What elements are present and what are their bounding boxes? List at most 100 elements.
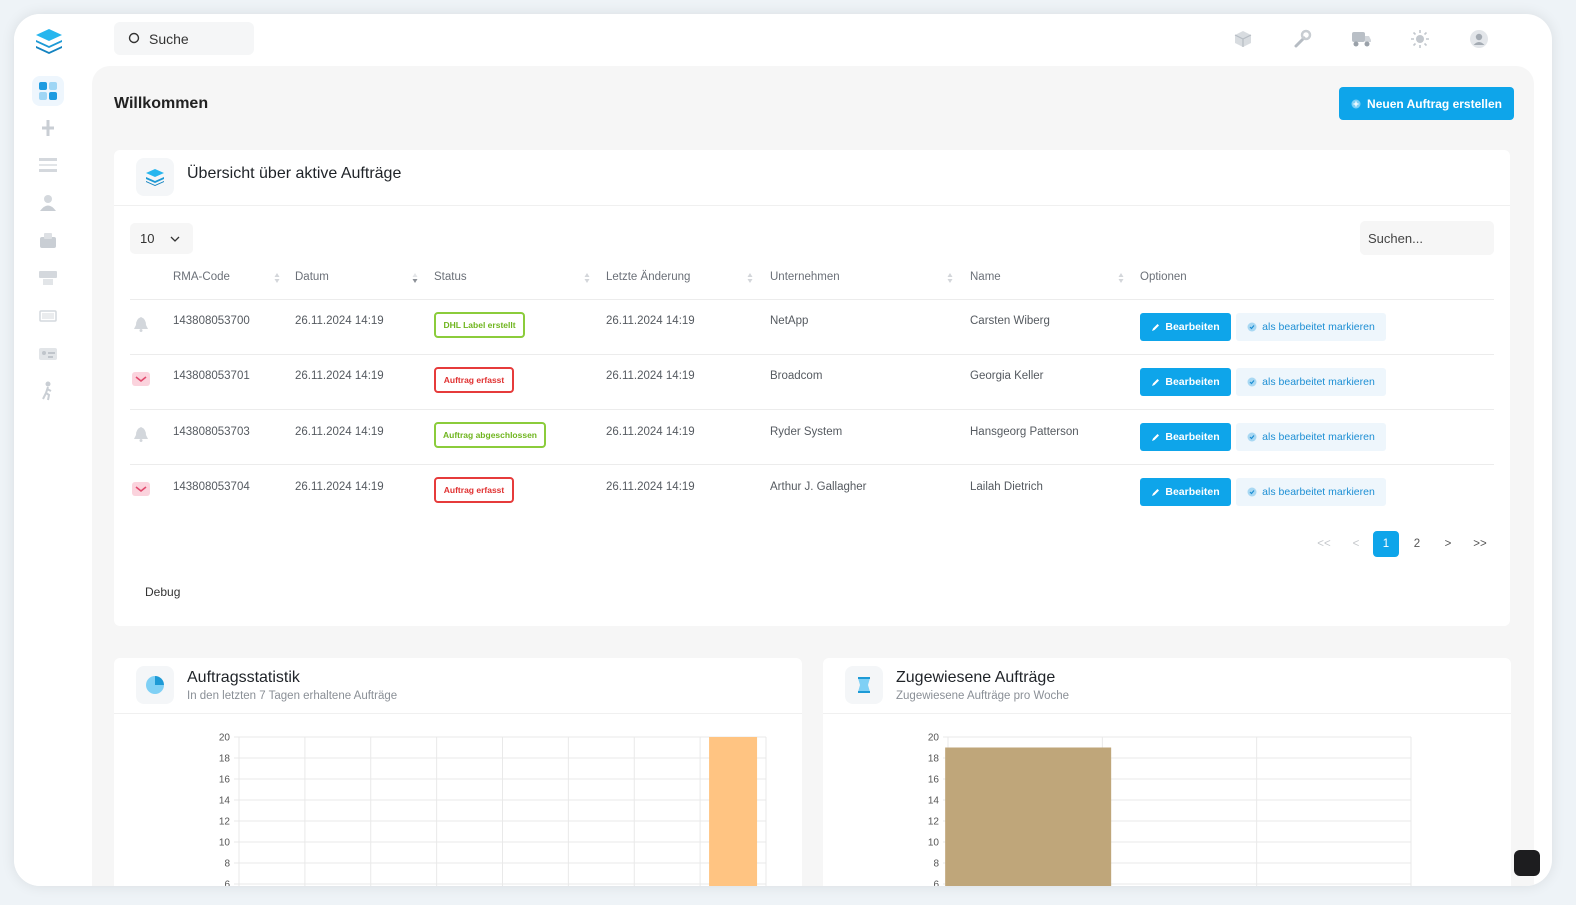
edit-button[interactable]: Bearbeiten <box>1140 423 1231 451</box>
pagination-page-1[interactable]: 1 <box>1373 531 1399 557</box>
sidebar-item-inbox[interactable] <box>32 226 64 256</box>
cell-company: NetApp <box>770 315 809 327</box>
framework-logo-icon[interactable] <box>1514 850 1540 876</box>
y-tick-label: 8 <box>224 859 230 870</box>
column-header-name[interactable]: Name <box>970 271 1001 283</box>
column-header-rma[interactable]: RMA-Code <box>173 271 230 283</box>
cell-date: 26.11.2024 14:19 <box>295 481 384 493</box>
pagination-page-2[interactable]: 2 <box>1413 538 1421 550</box>
bell-icon[interactable] <box>132 316 150 332</box>
theme-toggle-button[interactable] <box>1409 28 1431 50</box>
edit-button[interactable]: Bearbeiten <box>1140 368 1231 396</box>
package-button[interactable] <box>1232 28 1254 50</box>
search-label: Suche <box>149 30 189 47</box>
table-search-input[interactable]: Suchen... <box>1360 221 1494 255</box>
column-header-status[interactable]: Status <box>434 271 467 283</box>
cell-date: 26.11.2024 14:19 <box>295 370 384 382</box>
topbar: Suche <box>84 14 1552 66</box>
cell-changed: 26.11.2024 14:19 <box>606 426 695 438</box>
debug-link[interactable]: Debug <box>145 585 181 599</box>
pagination-last[interactable]: >> <box>1473 538 1487 550</box>
status-badge: Auftrag erfasst <box>434 367 514 393</box>
avatar-icon <box>1470 30 1488 48</box>
sidebar-item-dashboard[interactable] <box>32 76 64 106</box>
pie-chart-icon <box>146 676 164 694</box>
y-tick-label: 12 <box>219 817 231 828</box>
cell-rma: 143808053703 <box>173 426 250 438</box>
column-header-changed[interactable]: Letzte Änderung <box>606 271 691 283</box>
page-title: Willkommen <box>114 95 209 112</box>
mark-processed-button[interactable]: als bearbeitet markieren <box>1236 368 1386 396</box>
mark-processed-button[interactable]: als bearbeitet markieren <box>1236 313 1386 341</box>
stats-card-icon-box <box>136 666 174 704</box>
search-icon <box>128 32 140 44</box>
delivery-button[interactable] <box>1350 28 1372 50</box>
mail-icon[interactable] <box>132 371 150 387</box>
y-tick-label: 6 <box>933 880 939 887</box>
cell-date: 26.11.2024 14:19 <box>295 426 384 438</box>
profile-button[interactable] <box>1468 28 1490 50</box>
stats-chart: 20 18 16 14 12 10 8 6 <box>219 733 767 887</box>
edit-label: Bearbeiten <box>1165 431 1220 443</box>
y-tick-label: 8 <box>933 859 939 870</box>
y-tick-label: 18 <box>928 754 940 765</box>
mark-processed-button[interactable]: als bearbeitet markieren <box>1236 478 1386 506</box>
cell-rma: 143808053701 <box>173 370 250 382</box>
global-search[interactable]: Suche <box>114 22 254 55</box>
sort-icon <box>584 273 590 283</box>
stats-card-header: Auftragsstatistik In den letzten 7 Tagen… <box>114 658 802 714</box>
new-order-button[interactable]: Neuen Auftrag erstellen <box>1339 87 1514 120</box>
assigned-chart: 20 18 16 14 12 10 8 6 <box>928 733 1412 887</box>
cell-changed: 26.11.2024 14:19 <box>606 370 695 382</box>
sidebar-item-add[interactable] <box>32 113 64 143</box>
check-circle-icon <box>1247 322 1257 332</box>
sidebar-item-contacts[interactable] <box>32 339 64 369</box>
orders-card-icon-box <box>136 158 174 196</box>
assigned-card-icon-box <box>845 666 883 704</box>
stats-card-subtitle: In den letzten 7 Tagen erhaltene Aufträg… <box>187 690 398 702</box>
mail-icon[interactable] <box>132 481 150 497</box>
bar[interactable] <box>945 747 1112 887</box>
sidebar-item-users[interactable] <box>32 188 64 218</box>
page-length-select[interactable]: 10 <box>130 223 193 254</box>
column-header-company[interactable]: Unternehmen <box>770 271 840 283</box>
sidebar <box>14 14 84 886</box>
list-icon <box>39 158 57 172</box>
orders-card-title: Übersicht über aktive Aufträge <box>187 165 402 182</box>
column-header-date[interactable]: Datum <box>295 271 329 283</box>
barcode-icon <box>39 310 57 322</box>
y-tick-label: 14 <box>219 796 231 807</box>
bell-icon[interactable] <box>132 426 150 442</box>
cell-rma: 143808053704 <box>173 481 250 493</box>
y-tick-label: 6 <box>224 880 230 887</box>
sort-icon <box>947 273 953 283</box>
mark-label: als bearbeitet markieren <box>1262 431 1375 443</box>
cell-changed: 26.11.2024 14:19 <box>606 481 695 493</box>
exit-icon <box>42 381 52 401</box>
app-logo-icon[interactable] <box>34 26 64 56</box>
edit-button[interactable]: Bearbeiten <box>1140 313 1231 341</box>
bar[interactable] <box>709 737 758 886</box>
tools-button[interactable] <box>1291 28 1313 50</box>
pagination-first[interactable]: << <box>1317 538 1331 550</box>
mark-processed-button[interactable]: als bearbeitet markieren <box>1236 423 1386 451</box>
cell-name: Carsten Wiberg <box>970 315 1050 327</box>
sidebar-item-logout[interactable] <box>32 376 64 406</box>
id-card-icon <box>39 348 57 360</box>
cell-date: 26.11.2024 14:19 <box>295 315 384 327</box>
sidebar-item-barcode[interactable] <box>32 301 64 331</box>
assigned-card-title: Zugewiesene Aufträge <box>896 669 1056 686</box>
edit-button[interactable]: Bearbeiten <box>1140 478 1231 506</box>
plus-icon <box>42 120 54 136</box>
pagination-prev[interactable]: < <box>1352 538 1360 550</box>
sidebar-item-reports[interactable] <box>32 263 64 293</box>
orders-card: Übersicht über aktive Aufträge 10 Suchen… <box>114 150 1510 626</box>
y-tick-label: 20 <box>928 733 940 744</box>
cell-name: Hansgeorg Patterson <box>970 426 1079 438</box>
sidebar-item-list[interactable] <box>32 150 64 180</box>
table-divider <box>130 464 1494 465</box>
pagination-next[interactable]: > <box>1444 538 1452 550</box>
check-circle-icon <box>1247 487 1257 497</box>
cell-name: Georgia Keller <box>970 370 1044 382</box>
sort-icon <box>747 273 753 283</box>
